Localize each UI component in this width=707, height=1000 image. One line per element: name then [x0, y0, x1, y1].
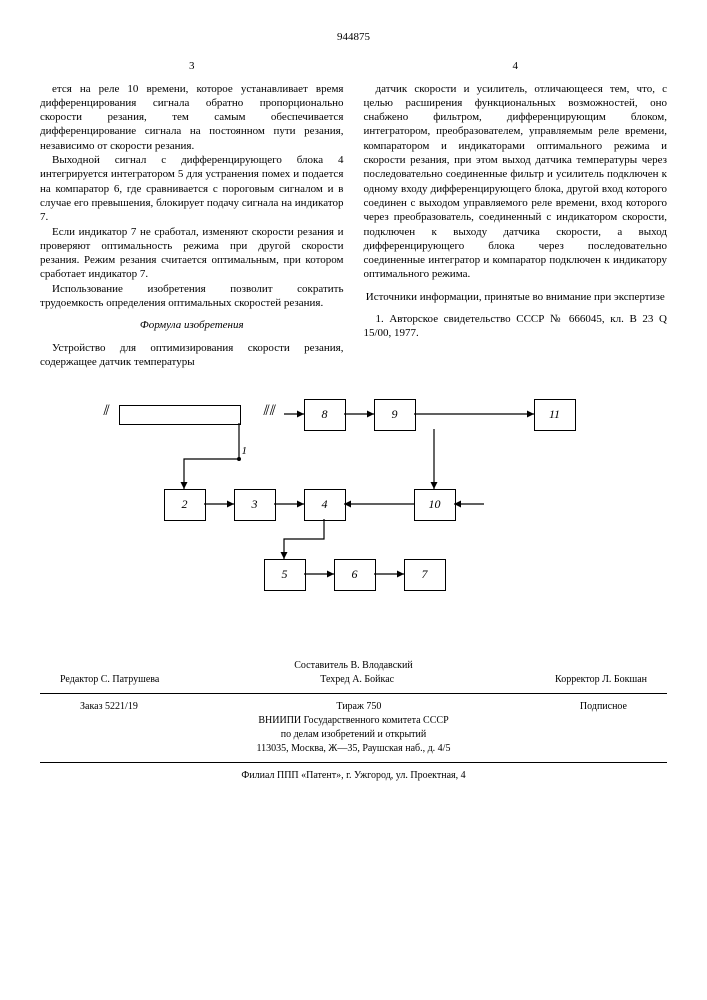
left-p5: Устройство для оптимизирования скорости … — [40, 341, 344, 370]
left-column: 3 ется на реле 10 времени, которое устан… — [40, 59, 344, 369]
right-column: 4 датчик скорости и усилитель, отличающе… — [364, 59, 668, 369]
document-number: 944875 — [40, 30, 667, 44]
corrector: Корректор Л. Бокшан — [555, 673, 647, 687]
left-p1: ется на реле 10 времени, которое устанав… — [40, 82, 344, 153]
address: 113035, Москва, Ж—35, Раушская наб., д. … — [40, 742, 667, 756]
compiler: Составитель В. Влодавский — [40, 659, 667, 673]
left-p3: Если индикатор 7 не сработал, изменяют с… — [40, 225, 344, 282]
left-col-number: 3 — [40, 59, 344, 73]
filial: Филиал ППП «Патент», г. Ужгород, ул. Про… — [40, 769, 667, 783]
left-p2: Выходной сигнал с дифференцирующего блок… — [40, 153, 344, 224]
right-p2: 1. Авторское свидетельство СССР № 666045… — [364, 312, 668, 341]
footer: Составитель В. Влодавский Редактор С. Па… — [40, 659, 667, 783]
vniipi: ВНИИПИ Государственного комитета СССР — [40, 714, 667, 728]
podpisnoe: Подписное — [580, 700, 627, 714]
formula-title: Формула изобретения — [40, 318, 344, 332]
diagram-wires — [104, 399, 604, 619]
left-p4: Использование изобретения позволит сокра… — [40, 282, 344, 311]
block-diagram: ⫽ ⫽⫽ 8 9 11 2 3 4 10 5 6 7 1 — [104, 399, 604, 619]
delam: по делам изобретений и открытий — [40, 728, 667, 742]
tirazh: Тираж 750 — [336, 700, 381, 714]
tech: Техред А. Бойкас — [320, 673, 394, 687]
right-p1: датчик скорости и усилитель, отличающеес… — [364, 82, 668, 282]
sources-title: Источники информации, принятые во вниман… — [364, 290, 668, 304]
order: Заказ 5221/19 — [80, 700, 138, 714]
editor: Редактор С. Патрушева — [60, 673, 159, 687]
text-columns: 3 ется на реле 10 времени, которое устан… — [40, 59, 667, 369]
right-col-number: 4 — [364, 59, 668, 73]
